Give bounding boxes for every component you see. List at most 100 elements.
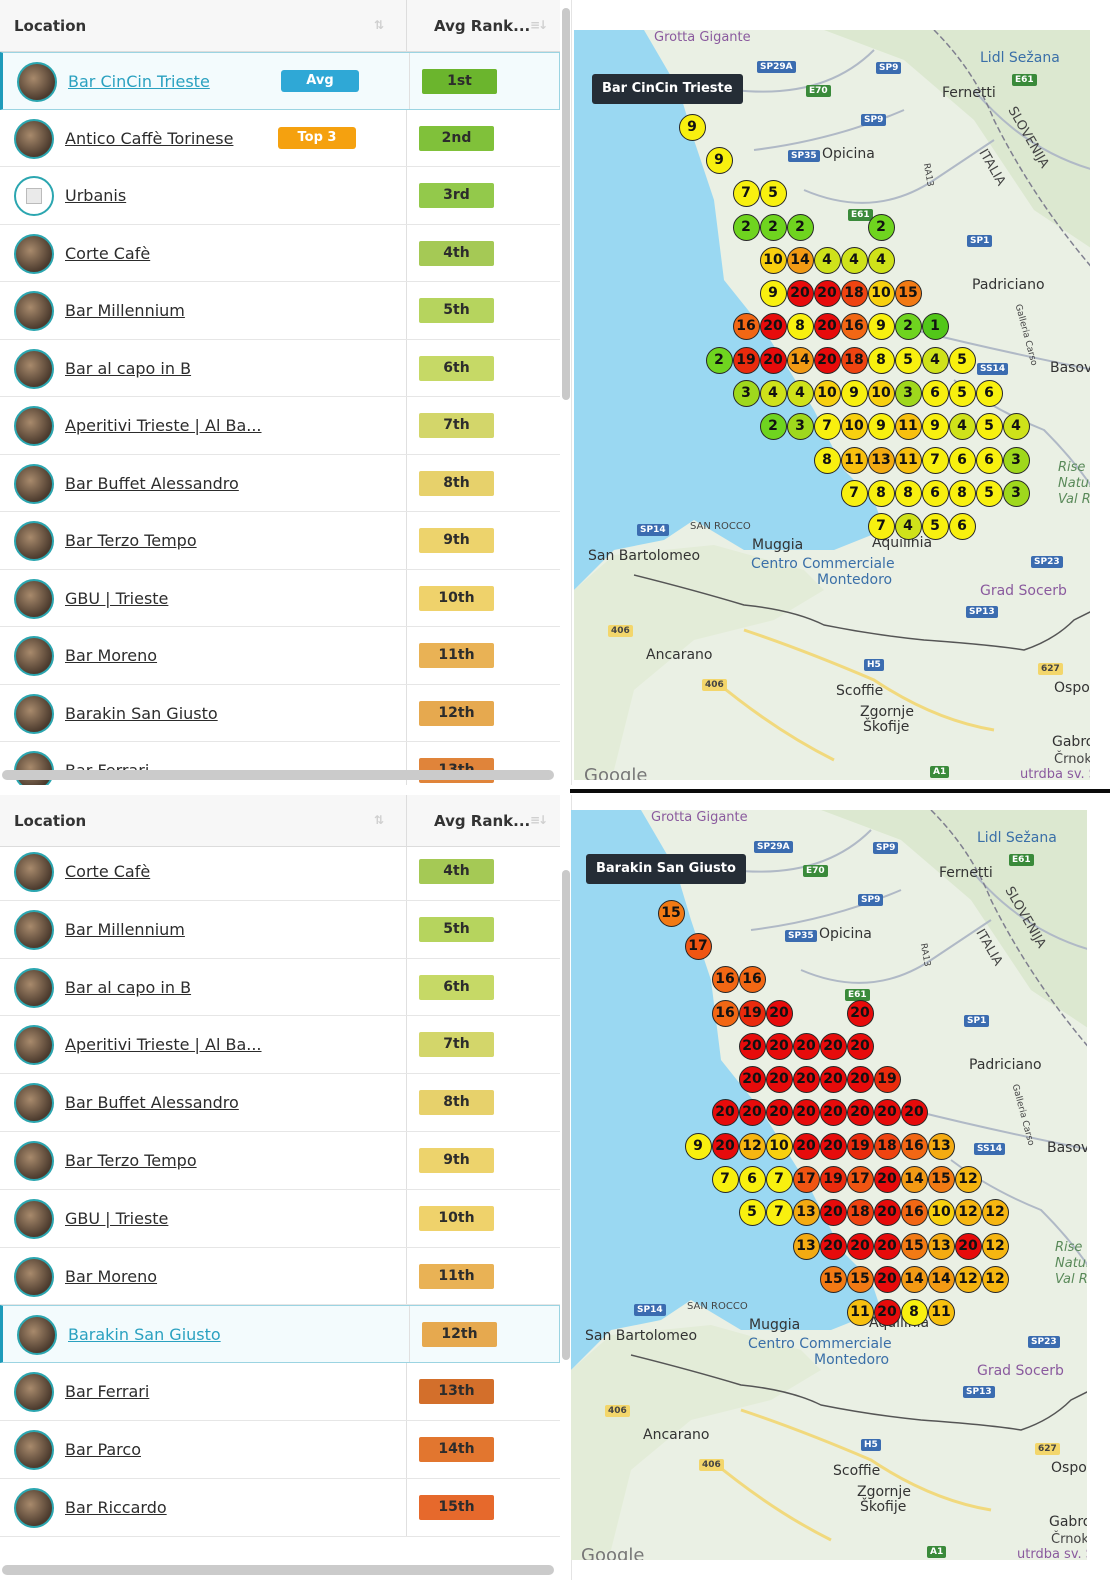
vertical-scrollbar[interactable] <box>562 8 570 400</box>
rank-marker[interactable]: 6 <box>948 512 976 540</box>
rank-marker[interactable]: 4 <box>1002 412 1030 440</box>
rank-marker[interactable]: 10 <box>927 1198 955 1226</box>
rank-marker[interactable]: 20 <box>792 1098 820 1126</box>
rank-marker[interactable]: 6 <box>738 1165 766 1193</box>
location-link[interactable]: Urbanis <box>65 186 127 205</box>
rank-marker[interactable]: 3 <box>894 379 922 407</box>
rank-marker[interactable]: 17 <box>684 932 712 960</box>
location-link[interactable]: Bar Parco <box>65 1439 141 1459</box>
rank-marker[interactable]: 15 <box>657 899 685 927</box>
rank-marker[interactable]: 10 <box>765 1132 793 1160</box>
rank-marker[interactable]: 19 <box>732 346 760 374</box>
table-row[interactable]: GBU | Trieste 10th <box>0 1189 560 1248</box>
rank-marker[interactable]: 20 <box>819 1032 847 1060</box>
rank-marker[interactable]: 15 <box>927 1165 955 1193</box>
rank-marker[interactable]: 20 <box>819 1098 847 1126</box>
table-row[interactable]: Bar Buffet Alessandro 8th <box>0 454 560 512</box>
rank-marker[interactable]: 9 <box>759 279 787 307</box>
table-row[interactable]: Antico Caffè Torinese Top 3 2nd <box>0 109 560 167</box>
table-row[interactable]: Corte Cafè 4th <box>0 224 560 282</box>
table-row[interactable]: GBU | Trieste 10th <box>0 569 560 627</box>
rank-marker[interactable]: 14 <box>900 1165 928 1193</box>
rank-marker[interactable]: 7 <box>867 512 895 540</box>
rank-marker[interactable]: 20 <box>819 1065 847 1093</box>
rank-marker[interactable]: 20 <box>819 1198 847 1226</box>
horizontal-scrollbar[interactable] <box>2 770 554 780</box>
rank-marker[interactable]: 13 <box>792 1232 820 1260</box>
rank-marker[interactable]: 7 <box>732 179 760 207</box>
rank-marker[interactable]: 1 <box>921 312 949 340</box>
rank-marker[interactable]: 12 <box>981 1232 1009 1260</box>
rank-marker[interactable]: 20 <box>738 1065 766 1093</box>
rank-marker[interactable]: 13 <box>867 446 895 474</box>
rank-marker[interactable]: 19 <box>873 1065 901 1093</box>
rank-marker[interactable]: 9 <box>840 379 868 407</box>
rank-marker[interactable]: 2 <box>759 213 787 241</box>
location-column-header[interactable]: Location <box>14 812 87 830</box>
rank-marker[interactable]: 3 <box>1002 479 1030 507</box>
location-link[interactable]: Bar Millennium <box>65 301 185 320</box>
rank-marker[interactable]: 20 <box>873 1232 901 1260</box>
rank-marker[interactable]: 13 <box>927 1132 955 1160</box>
table-row[interactable]: Urbanis 3rd <box>0 167 560 225</box>
rank-marker[interactable]: 9 <box>867 412 895 440</box>
rank-marker[interactable]: 4 <box>948 412 976 440</box>
rank-marker[interactable]: 8 <box>948 479 976 507</box>
location-link[interactable]: Bar al capo in B <box>65 358 192 378</box>
table-row[interactable]: Bar Terzo Tempo 9th <box>0 1131 560 1190</box>
location-link[interactable]: Bar Millennium <box>65 919 185 939</box>
table-row[interactable]: Barakin San Giusto 12th <box>0 684 560 742</box>
rank-marker[interactable]: 7 <box>813 412 841 440</box>
sort-icon[interactable]: ⇅ <box>374 18 384 32</box>
rank-marker[interactable]: 4 <box>840 246 868 274</box>
location-link[interactable]: Bar al capo in B <box>65 977 192 997</box>
rank-marker[interactable]: 14 <box>927 1265 955 1293</box>
rank-marker[interactable]: 3 <box>1002 446 1030 474</box>
rank-marker[interactable]: 10 <box>840 412 868 440</box>
rank-marker[interactable]: 15 <box>846 1265 874 1293</box>
rank-marker[interactable]: 15 <box>819 1265 847 1293</box>
rank-marker[interactable]: 18 <box>846 1198 874 1226</box>
rank-marker[interactable]: 4 <box>921 346 949 374</box>
rank-marker[interactable]: 20 <box>846 1065 874 1093</box>
rank-marker[interactable]: 17 <box>792 1165 820 1193</box>
rank-marker[interactable]: 9 <box>678 113 706 141</box>
rank-marker[interactable]: 5 <box>948 379 976 407</box>
rank-marker[interactable]: 6 <box>921 479 949 507</box>
rank-marker[interactable]: 10 <box>867 379 895 407</box>
rank-marker[interactable]: 16 <box>711 999 739 1027</box>
rank-marker[interactable]: 2 <box>894 312 922 340</box>
rank-marker[interactable]: 5 <box>759 179 787 207</box>
rank-marker[interactable]: 9 <box>705 146 733 174</box>
rank-marker[interactable]: 20 <box>873 1198 901 1226</box>
rank-marker[interactable]: 5 <box>975 479 1003 507</box>
table-row[interactable]: Bar Buffet Alessandro 8th <box>0 1074 560 1132</box>
rank-marker[interactable]: 14 <box>786 346 814 374</box>
rank-marker[interactable]: 4 <box>786 379 814 407</box>
rank-marker[interactable]: 5 <box>894 346 922 374</box>
rank-marker[interactable]: 8 <box>813 446 841 474</box>
rank-marker[interactable]: 20 <box>792 1032 820 1060</box>
rank-marker[interactable]: 20 <box>738 1032 766 1060</box>
rank-marker[interactable]: 8 <box>867 346 895 374</box>
rank-marker[interactable]: 20 <box>786 279 814 307</box>
rank-marker[interactable]: 20 <box>813 346 841 374</box>
sort-icon[interactable]: ⇅ <box>374 813 384 827</box>
rank-marker[interactable]: 20 <box>846 1098 874 1126</box>
rank-marker[interactable]: 11 <box>927 1298 955 1326</box>
rank-marker[interactable]: 16 <box>840 312 868 340</box>
rank-marker[interactable]: 6 <box>948 446 976 474</box>
rank-marker[interactable]: 9 <box>684 1132 712 1160</box>
location-column-header[interactable]: Location <box>14 17 87 35</box>
rank-marker[interactable]: 12 <box>738 1132 766 1160</box>
rank-marker[interactable]: 9 <box>921 412 949 440</box>
table-row[interactable]: Bar al capo in B 6th <box>0 339 560 397</box>
rank-marker[interactable]: 13 <box>927 1232 955 1260</box>
rank-marker[interactable]: 3 <box>786 412 814 440</box>
rank-marker[interactable]: 12 <box>981 1265 1009 1293</box>
rank-marker[interactable]: 5 <box>948 346 976 374</box>
rank-marker[interactable]: 4 <box>813 246 841 274</box>
rank-marker[interactable]: 10 <box>759 246 787 274</box>
rank-marker[interactable]: 20 <box>792 1065 820 1093</box>
table-row[interactable]: Bar al capo in B 6th <box>0 958 560 1017</box>
